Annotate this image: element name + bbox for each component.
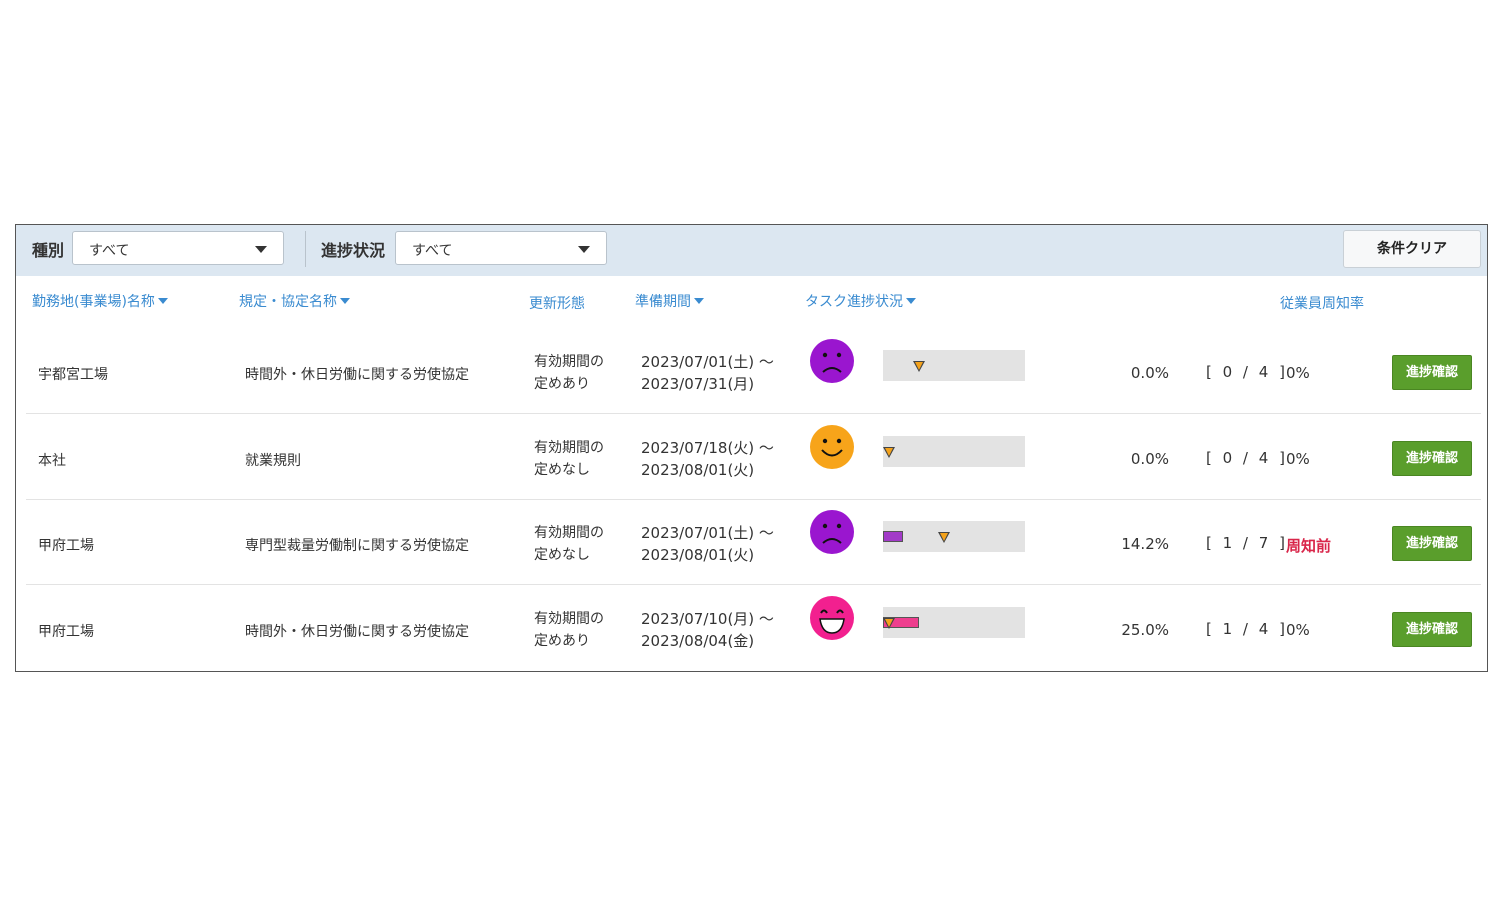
- renewal-cell: 有効期間の 定めなし: [534, 437, 604, 481]
- table-row: 本社 就業規則 有効期間の定めなし 2023/07/18(火) ～ 2023/08/01…: [26, 415, 1481, 500]
- period-end: 2023/08/01(火): [641, 461, 755, 479]
- awareness-rate: 0%: [1286, 621, 1310, 639]
- period-end: 2023/08/01(火): [641, 546, 755, 564]
- period-start: 2023/07/18(火) ～: [641, 439, 774, 457]
- column-header-prep-period-label: 準備期間: [635, 294, 691, 310]
- awareness-rate: 周知前: [1286, 537, 1332, 555]
- rule-cell: 専門型裁量労働制に関する労使協定: [245, 538, 469, 554]
- rule-cell: 時間外・休日労働に関する労使協定: [245, 367, 469, 383]
- row-divider: [26, 584, 1481, 585]
- type-filter-label: 種別: [32, 241, 65, 260]
- workplace-cell: 甲府工場: [38, 538, 94, 554]
- progress-filter-label: 進捗状況: [321, 241, 386, 260]
- filter-divider: [305, 231, 306, 267]
- period-end: 2023/07/31(月): [641, 375, 755, 393]
- renewal-line-1: 有効期間の: [534, 611, 604, 627]
- column-header-task-progress-label: タスク進捗状況: [805, 294, 903, 310]
- check-progress-button[interactable]: 進捗確認: [1392, 526, 1472, 561]
- happy-face-icon: [810, 425, 854, 469]
- task-progress-bar: [883, 607, 1025, 638]
- task-count: [ 0 / 4 ]: [1206, 449, 1288, 467]
- progress-percent: 14.2%: [1121, 535, 1169, 553]
- check-progress-button[interactable]: 進捗確認: [1392, 612, 1472, 647]
- progress-table-panel: 種別 すべて 進捗状況 すべて 条件クリア 勤務地(事業場)名称 規定・協定名称…: [15, 224, 1488, 672]
- period-cell: 2023/07/18(火) ～ 2023/08/01(火): [641, 437, 774, 481]
- clear-conditions-button[interactable]: 条件クリア: [1343, 230, 1481, 268]
- column-header-renewal: 更新形態: [529, 293, 585, 313]
- task-count: [ 1 / 7 ]: [1206, 534, 1288, 552]
- renewal-line-2: 定めなし: [534, 547, 590, 563]
- column-header-rule-label: 規定・協定名称: [239, 294, 337, 310]
- task-progress-bar: [883, 521, 1025, 552]
- sort-caret-icon: [694, 298, 704, 304]
- progress-percent: 25.0%: [1121, 621, 1169, 639]
- renewal-line-2: 定めなし: [534, 462, 590, 478]
- renewal-line-1: 有効期間の: [534, 354, 604, 370]
- column-header-task-progress[interactable]: タスク進捗状況: [805, 291, 916, 311]
- awareness-rate: 0%: [1286, 450, 1310, 468]
- renewal-line-2: 定めあり: [534, 633, 590, 649]
- column-header-awareness: 従業員周知率: [1280, 293, 1364, 313]
- period-start: 2023/07/01(土) ～: [641, 353, 774, 371]
- table-row: 甲府工場 時間外・休日労働に関する労使協定 有効期間の定めあり 2023/07/10(…: [26, 586, 1481, 671]
- table-row: 甲府工場 専門型裁量労働制に関する労使協定 有効期間の定めなし 2023/07/01(…: [26, 500, 1481, 585]
- sort-caret-icon: [340, 298, 350, 304]
- task-count: [ 1 / 4 ]: [1206, 620, 1288, 638]
- renewal-line-2: 定めあり: [534, 376, 590, 392]
- awareness-rate: 0%: [1286, 364, 1310, 382]
- deadline-marker-icon: [938, 532, 950, 543]
- renewal-cell: 有効期間の 定めあり: [534, 351, 604, 395]
- column-header-workplace[interactable]: 勤務地(事業場)名称: [32, 291, 168, 311]
- filter-bar: 種別 すべて 進捗状況 すべて 条件クリア: [16, 225, 1487, 276]
- renewal-cell: 有効期間の 定めあり: [534, 608, 604, 652]
- period-end: 2023/08/04(金): [641, 632, 755, 650]
- column-header-prep-period[interactable]: 準備期間: [635, 291, 704, 311]
- task-progress-bar: [883, 350, 1025, 381]
- task-progress-bar: [883, 436, 1025, 467]
- deadline-marker-icon: [883, 447, 895, 458]
- workplace-cell: 本社: [38, 453, 66, 469]
- progress-filter-value: すべて: [412, 243, 453, 259]
- table-row: 宇都宮工場 時間外・休日労働に関する労使協定 有効期間の定めあり 2023/07/01…: [26, 329, 1481, 414]
- row-divider: [26, 499, 1481, 500]
- renewal-cell: 有効期間の 定めなし: [534, 522, 604, 566]
- check-progress-button[interactable]: 進捗確認: [1392, 355, 1472, 390]
- renewal-line-1: 有効期間の: [534, 525, 604, 541]
- deadline-marker-icon: [883, 618, 895, 629]
- type-filter-value: すべて: [89, 243, 130, 259]
- progress-percent: 0.0%: [1130, 364, 1169, 382]
- rule-cell: 時間外・休日労働に関する労使協定: [245, 624, 469, 640]
- sad-face-icon: [810, 339, 854, 383]
- renewal-line-1: 有効期間の: [534, 440, 604, 456]
- chevron-down-icon: [255, 246, 267, 253]
- workplace-cell: 甲府工場: [38, 624, 94, 640]
- progress-percent: 0.0%: [1130, 450, 1169, 468]
- period-start: 2023/07/10(月) ～: [641, 610, 774, 628]
- task-progress-fill: [883, 531, 903, 542]
- deadline-marker-icon: [913, 361, 925, 372]
- type-filter-select[interactable]: すべて: [72, 231, 284, 265]
- period-cell: 2023/07/01(土) ～ 2023/08/01(火): [641, 522, 774, 566]
- progress-filter-select[interactable]: すべて: [395, 231, 607, 265]
- sort-caret-icon: [906, 298, 916, 304]
- column-header-workplace-label: 勤務地(事業場)名称: [32, 294, 155, 310]
- column-header-renewal-label: 更新形態: [529, 296, 585, 312]
- chevron-down-icon: [578, 246, 590, 253]
- workplace-cell: 宇都宮工場: [38, 367, 108, 383]
- column-header-rule[interactable]: 規定・協定名称: [239, 291, 350, 311]
- period-cell: 2023/07/10(月) ～ 2023/08/04(金): [641, 608, 774, 652]
- period-start: 2023/07/01(土) ～: [641, 524, 774, 542]
- rule-cell: 就業規則: [245, 453, 301, 469]
- sad-face-icon: [810, 510, 854, 554]
- grin-face-icon: [810, 596, 854, 640]
- column-header-awareness-label: 従業員周知率: [1280, 296, 1364, 312]
- period-cell: 2023/07/01(土) ～ 2023/07/31(月): [641, 351, 774, 395]
- task-count: [ 0 / 4 ]: [1206, 363, 1288, 381]
- row-divider: [26, 413, 1481, 414]
- sort-caret-icon: [157, 298, 168, 304]
- check-progress-button[interactable]: 進捗確認: [1392, 441, 1472, 476]
